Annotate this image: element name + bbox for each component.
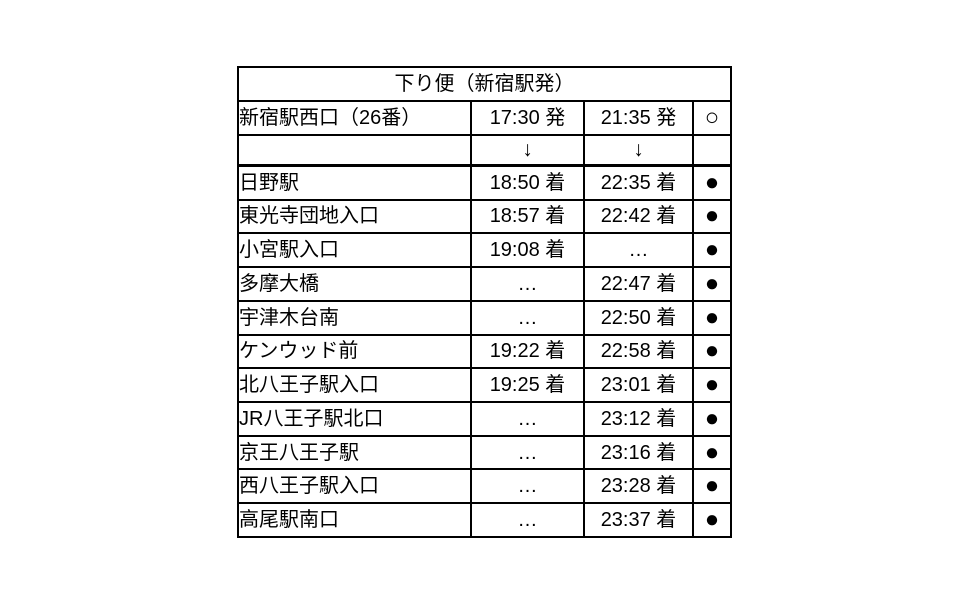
arrival-time-cell: …: [470, 299, 585, 336]
table-row: 北八王子駅入口 19:25 着 23:01 着 ●: [237, 367, 732, 403]
arrival-time-cell: 23:37 着: [583, 502, 694, 538]
station-cell: [237, 133, 472, 167]
departure-time-cell: 17:30 発: [470, 100, 585, 136]
arrival-time-cell: …: [470, 434, 585, 471]
table-row: 京王八王子駅 … 23:16 着 ●: [237, 434, 732, 471]
arrival-time-cell: 23:28 着: [583, 468, 694, 505]
arrival-time-cell: 22:50 着: [583, 299, 694, 336]
table-row: 多摩大橋 … 22:47 着 ●: [237, 266, 732, 302]
table-title: 下り便（新宿駅発）: [237, 66, 732, 102]
table-row: 西八王子駅入口 … 23:28 着 ●: [237, 468, 732, 505]
stop-mark-cell: ●: [692, 367, 732, 403]
departure-time-cell: 21:35 発: [583, 100, 694, 136]
table-row: 宇津木台南 … 22:50 着 ●: [237, 299, 732, 336]
table-row-origin: 新宿駅西口（26番） 17:30 発 21:35 発 ○: [237, 100, 732, 136]
table-row: ケンウッド前 19:22 着 22:58 着 ●: [237, 333, 732, 370]
station-cell: 東光寺団地入口: [237, 198, 472, 235]
table-row: 小宮駅入口 19:08 着 … ●: [237, 232, 732, 269]
arrival-time-cell: 23:12 着: [583, 401, 694, 437]
table-row: 東光寺団地入口 18:57 着 22:42 着 ●: [237, 198, 732, 235]
arrival-time-cell: 22:35 着: [583, 164, 694, 201]
down-arrow-icon: ↓: [583, 133, 694, 167]
stop-mark-cell: ●: [692, 468, 732, 505]
arrival-time-cell: 23:01 着: [583, 367, 694, 403]
station-cell: 高尾駅南口: [237, 502, 472, 538]
station-cell: 京王八王子駅: [237, 434, 472, 471]
stop-mark-cell: ●: [692, 434, 732, 471]
station-cell: 北八王子駅入口: [237, 367, 472, 403]
arrival-time-cell: 18:50 着: [470, 164, 585, 201]
table-row-arrow: ↓ ↓: [237, 133, 732, 167]
table-row: 高尾駅南口 … 23:37 着 ●: [237, 502, 732, 538]
arrival-time-cell: 19:25 着: [470, 367, 585, 403]
stop-mark-cell: ●: [692, 232, 732, 269]
arrival-time-cell: 22:42 着: [583, 198, 694, 235]
stop-mark-cell: ●: [692, 164, 732, 201]
station-cell: JR八王子駅北口: [237, 401, 472, 437]
arrival-time-cell: …: [470, 502, 585, 538]
table-title-row: 下り便（新宿駅発）: [237, 66, 732, 102]
table-row: 日野駅 18:50 着 22:35 着 ●: [237, 164, 732, 201]
arrival-time-cell: …: [470, 468, 585, 505]
station-cell: 宇津木台南: [237, 299, 472, 336]
station-cell: 日野駅: [237, 164, 472, 201]
arrival-time-cell: 18:57 着: [470, 198, 585, 235]
station-cell: 小宮駅入口: [237, 232, 472, 269]
station-cell: 西八王子駅入口: [237, 468, 472, 505]
down-arrow-icon: ↓: [470, 133, 585, 167]
arrival-time-cell: 19:22 着: [470, 333, 585, 370]
arrival-time-cell: 22:47 着: [583, 266, 694, 302]
arrival-time-cell: …: [470, 266, 585, 302]
arrival-time-cell: 22:58 着: [583, 333, 694, 370]
stop-mark-cell: ●: [692, 333, 732, 370]
table-row: JR八王子駅北口 … 23:12 着 ●: [237, 401, 732, 437]
stop-mark-cell: ●: [692, 502, 732, 538]
bus-timetable: 下り便（新宿駅発） 新宿駅西口（26番） 17:30 発 21:35 発 ○ ↓…: [237, 66, 732, 538]
stop-mark-cell: [692, 133, 732, 167]
station-cell: 新宿駅西口（26番）: [237, 100, 472, 136]
stop-mark-cell: ○: [692, 100, 732, 136]
arrival-time-cell: 23:16 着: [583, 434, 694, 471]
station-cell: ケンウッド前: [237, 333, 472, 370]
arrival-time-cell: 19:08 着: [470, 232, 585, 269]
station-cell: 多摩大橋: [237, 266, 472, 302]
stop-mark-cell: ●: [692, 266, 732, 302]
arrival-time-cell: …: [470, 401, 585, 437]
stop-mark-cell: ●: [692, 198, 732, 235]
arrival-time-cell: …: [583, 232, 694, 269]
stop-mark-cell: ●: [692, 299, 732, 336]
stop-mark-cell: ●: [692, 401, 732, 437]
